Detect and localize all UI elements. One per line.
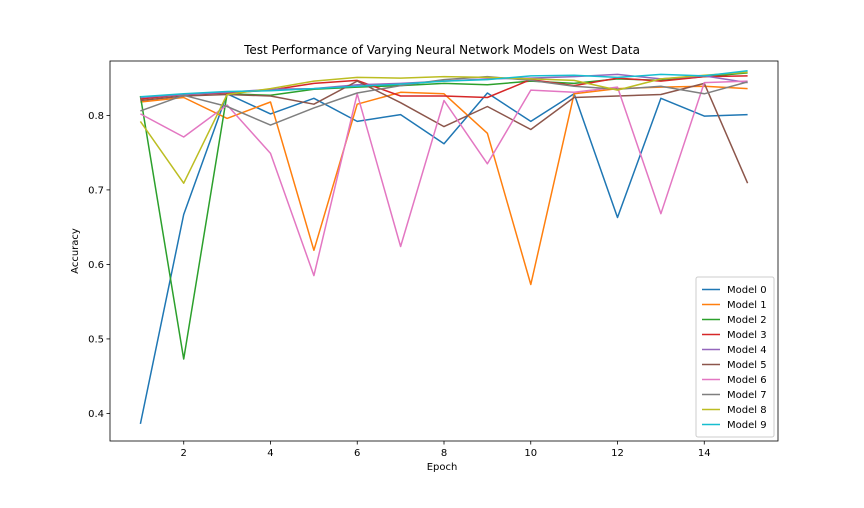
legend-label-model-9: Model 9 <box>727 420 767 431</box>
legend-label-model-1: Model 1 <box>727 300 767 311</box>
x-tick-label: 2 <box>181 448 187 459</box>
x-tick-label: 6 <box>354 448 360 459</box>
y-tick-label: 0.7 <box>88 185 104 196</box>
legend-label-model-3: Model 3 <box>727 330 767 341</box>
series-line-model-6 <box>140 80 748 277</box>
legend: Model 0 Model 1 Model 2 Model 3 Model 4 Model… <box>695 276 775 438</box>
legend-box <box>695 276 775 438</box>
series-line-model-5 <box>140 80 749 184</box>
y-tick-label: 0.6 <box>88 260 104 271</box>
x-tick-label: 4 <box>267 448 273 459</box>
y-axis-label: Accuracy <box>70 228 81 274</box>
series-line-model-7 <box>140 75 748 126</box>
y-tick-label: 0.8 <box>88 111 104 122</box>
series-line-model-9 <box>140 69 748 98</box>
y-tick-label: 0.4 <box>88 409 104 420</box>
legend-label-model-0: Model 0 <box>727 285 767 296</box>
x-tick-label: 8 <box>441 448 447 459</box>
legend-label-model-8: Model 8 <box>727 405 767 416</box>
x-tick-label: 14 <box>698 448 711 459</box>
x-tick-label: 12 <box>611 448 624 459</box>
legend-label-model-5: Model 5 <box>727 360 767 371</box>
y-tick-label: 0.5 <box>88 334 104 345</box>
legend-label-model-6: Model 6 <box>727 375 767 386</box>
chart-title: Test Performance of Varying Neural Netwo… <box>243 43 640 57</box>
plot-area: 2 4 6 8 10 12 14 0.4 0.5 0.6 0.7 0.8 <box>88 60 779 459</box>
series-line-model-8 <box>139 71 748 184</box>
legend-label-model-2: Model 2 <box>727 315 767 326</box>
legend-label-model-7: Model 7 <box>727 390 767 401</box>
series-line-model-0 <box>139 92 748 425</box>
x-axis-label: Epoch <box>427 462 458 473</box>
legend-label-model-4: Model 4 <box>727 345 767 356</box>
x-tick-label: 10 <box>524 448 537 459</box>
